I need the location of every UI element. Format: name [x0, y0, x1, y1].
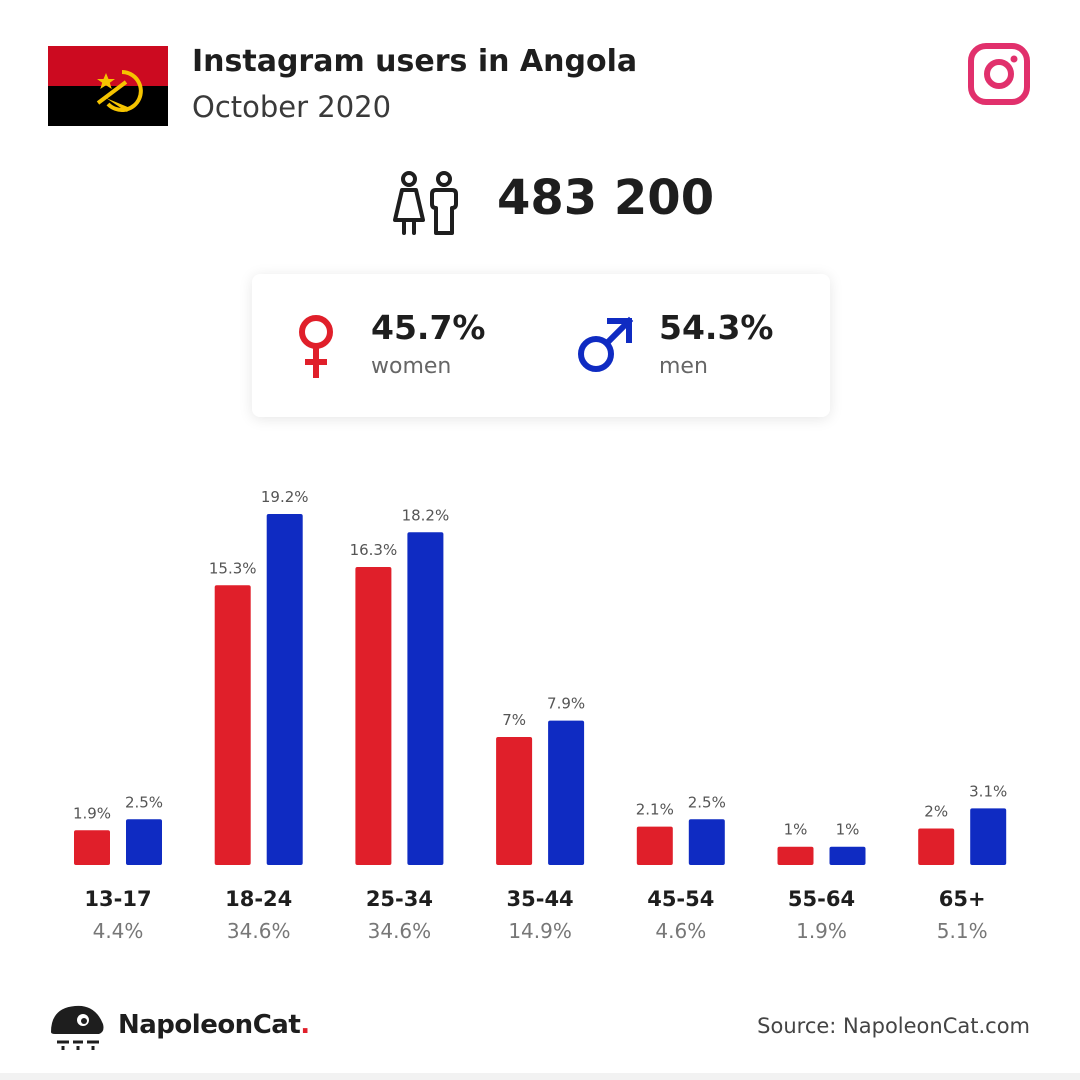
- category-total-55-64: 1.9%: [796, 919, 847, 943]
- category-total-18-24: 34.6%: [227, 919, 291, 943]
- bar-men-55-64: [829, 846, 866, 865]
- data-label-women-55-64: 1%: [784, 821, 808, 839]
- chart-title: Instagram users in Angola: [192, 44, 638, 79]
- tick-label-18-24: 18-24: [225, 887, 292, 911]
- tick-label-25-34: 25-34: [366, 887, 433, 911]
- male-symbol-icon: [578, 316, 634, 372]
- chart-subtitle: October 2020: [192, 90, 392, 124]
- category-total-65+: 5.1%: [937, 919, 988, 943]
- data-label-men-18-24: 19.2%: [261, 488, 309, 506]
- data-label-women-13-17: 1.9%: [73, 804, 111, 822]
- data-label-men-55-64: 1%: [836, 821, 860, 839]
- bar-men-45-54: [688, 819, 725, 865]
- data-label-men-65+: 3.1%: [969, 782, 1007, 800]
- bar-women-65+: [918, 828, 955, 865]
- tick-label-35-44: 35-44: [507, 887, 574, 911]
- data-label-men-35-44: 7.9%: [547, 695, 585, 713]
- bar-women-18-24: [214, 585, 251, 865]
- tick-label-45-54: 45-54: [647, 887, 714, 911]
- data-label-women-25-34: 16.3%: [350, 541, 398, 559]
- bar-men-18-24: [266, 514, 303, 865]
- data-label-men-25-34: 18.2%: [402, 506, 450, 524]
- data-label-men-45-54: 2.5%: [688, 793, 726, 811]
- total-users-value: 483 200: [497, 170, 715, 226]
- category-total-35-44: 14.9%: [508, 919, 572, 943]
- napoleoncat-logo-icon: [51, 1005, 104, 1050]
- category-total-25-34: 34.6%: [368, 919, 432, 943]
- bottom-strip: [0, 1073, 1080, 1080]
- bar-women-55-64: [777, 846, 814, 865]
- age-gender-bar-chart: 1.9% 2.5% 13-17 4.4% 15.3% 19.2% 18-24 34.6% 16.…: [73, 488, 1007, 943]
- men-percentage: 54.3%: [659, 308, 774, 347]
- brand-dot: .: [300, 1010, 310, 1040]
- bar-men-25-34: [407, 532, 444, 865]
- women-percentage: 45.7%: [371, 308, 486, 347]
- tick-label-55-64: 55-64: [788, 887, 855, 911]
- angola-flag-icon: [48, 46, 168, 126]
- women-label: women: [371, 354, 452, 379]
- bar-men-65+: [970, 808, 1007, 865]
- data-label-women-35-44: 7%: [502, 711, 526, 729]
- instagram-icon: [968, 43, 1030, 105]
- bar-women-13-17: [74, 830, 110, 865]
- bar-women-35-44: [496, 737, 533, 865]
- gender-split-card: 45.7% women 54.3% men: [252, 274, 830, 417]
- bar-men-35-44: [548, 720, 585, 865]
- source-text: Source: NapoleonCat.com: [757, 1014, 1030, 1038]
- data-label-women-65+: 2%: [924, 802, 948, 820]
- female-symbol-icon: [299, 315, 333, 378]
- data-label-men-13-17: 2.5%: [125, 793, 163, 811]
- brand-name-text: NapoleonCat: [118, 1010, 301, 1040]
- category-total-45-54: 4.6%: [655, 919, 706, 943]
- brand-name: NapoleonCat.: [118, 1010, 310, 1040]
- tick-label-13-17: 13-17: [84, 887, 151, 911]
- data-label-women-45-54: 2.1%: [636, 801, 674, 819]
- bar-women-45-54: [636, 826, 673, 865]
- men-label: men: [659, 354, 708, 379]
- people-icon: [393, 171, 458, 235]
- bar-women-25-34: [355, 567, 392, 865]
- bar-men-13-17: [126, 819, 162, 865]
- category-total-13-17: 4.4%: [93, 919, 144, 943]
- data-label-women-18-24: 15.3%: [209, 559, 257, 577]
- tick-label-65+: 65+: [939, 887, 986, 911]
